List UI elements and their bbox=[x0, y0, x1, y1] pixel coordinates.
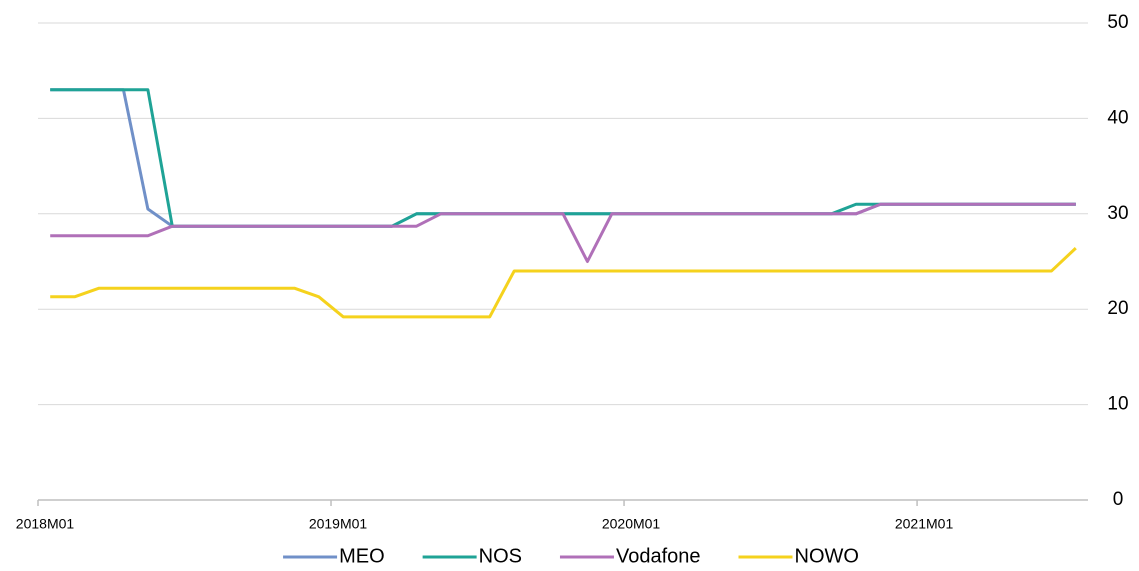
legend-label: MEO bbox=[339, 545, 385, 567]
y-tick-label: 0 bbox=[1113, 489, 1124, 510]
y-tick-label: 30 bbox=[1107, 203, 1128, 224]
legend-label: NOWO bbox=[795, 545, 859, 567]
legend-label: Vodafone bbox=[616, 545, 701, 567]
x-tick-label: 2018M01 bbox=[16, 516, 75, 532]
y-tick-label: 50 bbox=[1107, 12, 1128, 33]
series-line bbox=[50, 202, 1076, 263]
x-tick-label: 2021M01 bbox=[895, 516, 954, 532]
y-tick-label: 20 bbox=[1107, 298, 1128, 319]
series-line bbox=[50, 247, 1077, 319]
y-tick-label: 40 bbox=[1107, 107, 1128, 128]
x-tick-label: 2019M01 bbox=[309, 516, 368, 532]
y-tick-label: 10 bbox=[1107, 394, 1128, 415]
x-tick-label: 2020M01 bbox=[602, 516, 661, 532]
legend-label: NOS bbox=[479, 545, 522, 567]
